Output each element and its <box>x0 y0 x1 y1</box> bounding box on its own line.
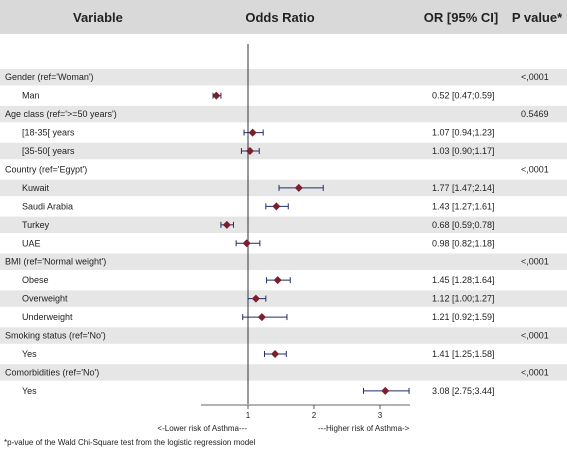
row-band <box>0 327 567 344</box>
x-axis: 1 2 3 <-Lower risk of Asthma--- ---Higher … <box>157 404 410 433</box>
item-label: Obese <box>22 275 49 285</box>
or-ci-value: 1.21 [0.92;1.59] <box>432 312 495 322</box>
item-label: Overweight <box>22 294 68 304</box>
p-value: <,0001 <box>521 331 549 341</box>
or-ci-value: 1.41 [1.25;1.58] <box>432 349 495 359</box>
row-band <box>0 290 567 307</box>
item-label: Saudi Arabia <box>22 201 73 211</box>
row-bands <box>0 69 567 381</box>
or-ci-value: 0.98 [0.82;1.18] <box>432 238 495 248</box>
or-ci-value: 0.68 [0.59;0.78] <box>432 220 495 230</box>
tick-label: 3 <box>378 411 383 420</box>
or-ci-value: 1.12 [1.00;1.27] <box>432 294 495 304</box>
item-label: Turkey <box>22 220 50 230</box>
footnote: *p-value of the Wald Chi-Square test fro… <box>4 438 256 447</box>
row-band <box>0 364 567 381</box>
item-label: [35-50[ years <box>22 146 75 156</box>
or-marker <box>212 91 221 100</box>
p-value: <,0001 <box>521 164 549 174</box>
item-label: Yes <box>22 386 37 396</box>
or-marker <box>381 386 390 395</box>
or-ci-value: 3.08 [2.75;3.44] <box>432 386 495 396</box>
group-label: Smoking status (ref='No') <box>5 331 106 341</box>
item-label: [18-35[ years <box>22 128 75 138</box>
header-p-value: P value* <box>512 10 563 25</box>
or-ci-value: 1.07 [0.94;1.23] <box>432 128 495 138</box>
or-marker <box>272 202 281 211</box>
table-rows: Gender (ref='Woman') <,0001 Man 0.52 [0.47;… <box>5 72 549 396</box>
item-label: Kuwait <box>22 183 50 193</box>
header-background <box>0 0 567 34</box>
p-value: <,0001 <box>521 72 549 82</box>
p-value: <,0001 <box>521 367 549 377</box>
item-label: Yes <box>22 349 37 359</box>
header-variable: Variable <box>73 10 123 25</box>
group-label: Gender (ref='Woman') <box>5 72 94 82</box>
or-ci-value: 1.45 [1.28;1.64] <box>432 275 495 285</box>
group-label: Age class (ref='>=50 years') <box>5 109 117 119</box>
or-marker <box>271 349 280 358</box>
group-label: Comorbidities (ref='No') <box>5 367 99 377</box>
tick-label: 2 <box>312 411 317 420</box>
item-label: Man <box>22 91 40 101</box>
group-label: Country (ref='Egypt') <box>5 164 87 174</box>
or-ci-value: 1.77 [1.47;2.14] <box>432 183 495 193</box>
or-marker <box>242 239 251 248</box>
or-marker <box>222 220 231 229</box>
or-ci-value: 1.03 [0.90;1.17] <box>432 146 495 156</box>
plot-marks <box>212 91 410 395</box>
or-marker <box>245 147 254 156</box>
row-band <box>0 69 567 86</box>
header-or-ci: OR [95% CI] <box>424 10 498 25</box>
item-label: UAE <box>22 238 41 248</box>
table-header: Variable Odds Ratio OR [95% CI] P value* <box>0 0 567 34</box>
row-band <box>0 105 567 123</box>
or-marker <box>251 294 260 303</box>
row-band <box>0 216 567 234</box>
lower-risk-caption: <-Lower risk of Asthma--- <box>157 424 247 433</box>
or-marker <box>273 276 282 285</box>
p-value: <,0001 <box>521 257 549 267</box>
group-label: BMI (ref='Normal weight') <box>5 257 106 267</box>
p-value: 0.5469 <box>521 109 549 119</box>
header-odds-ratio: Odds Ratio <box>245 10 314 25</box>
item-label: Underweight <box>22 312 73 322</box>
or-ci-value: 1.43 [1.27;1.61] <box>432 201 495 211</box>
or-marker <box>294 183 303 192</box>
or-marker <box>248 128 257 137</box>
higher-risk-caption: ---Higher risk of Asthma-> <box>318 424 410 433</box>
or-ci-value: 0.52 [0.47;0.59] <box>432 91 495 101</box>
or-marker <box>257 313 266 322</box>
tick-label: 1 <box>246 411 251 420</box>
row-band <box>0 142 567 160</box>
row-band <box>0 253 567 270</box>
